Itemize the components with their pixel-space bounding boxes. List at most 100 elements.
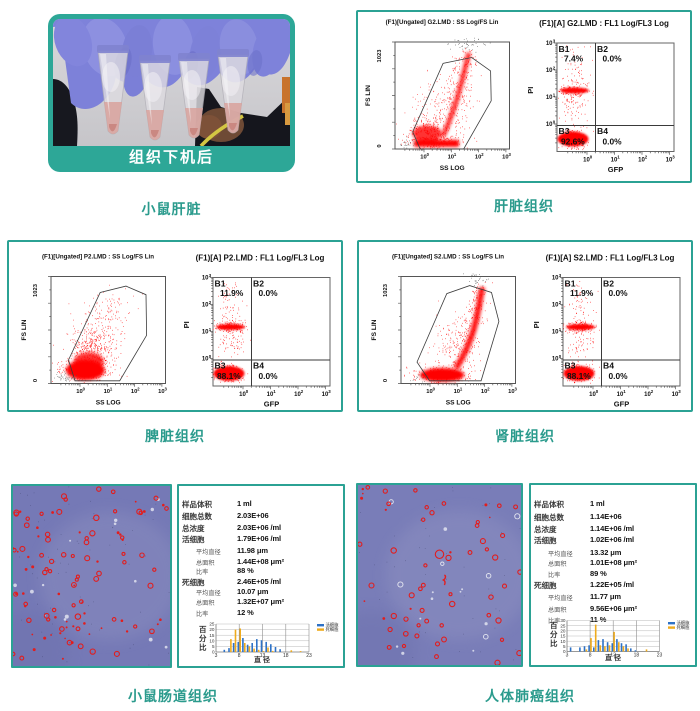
svg-text:死细胞: 死细胞 (326, 626, 340, 633)
svg-text:25: 25 (209, 622, 215, 627)
svg-text:11.9%: 11.9% (220, 288, 244, 298)
svg-text:0.0%: 0.0% (603, 137, 623, 147)
svg-text:3: 3 (209, 273, 212, 278)
svg-text:FS LIN: FS LIN (371, 319, 378, 340)
svg-text:B1: B1 (215, 279, 226, 289)
svg-text:B2: B2 (603, 279, 614, 289)
svg-text:3: 3 (165, 387, 168, 392)
svg-text:0: 0 (383, 379, 389, 382)
svg-text:1: 1 (454, 152, 457, 157)
svg-text:B3: B3 (565, 361, 576, 371)
svg-text:B2: B2 (253, 279, 264, 289)
svg-text:1: 1 (553, 92, 556, 97)
svg-text:比: 比 (550, 638, 558, 648)
svg-text:10: 10 (666, 158, 673, 164)
svg-text:1: 1 (460, 387, 463, 392)
svg-text:3: 3 (215, 653, 218, 659)
svg-text:10: 10 (131, 389, 137, 395)
svg-text:1: 1 (559, 327, 562, 332)
svg-text:10: 10 (322, 392, 329, 398)
svg-text:2: 2 (137, 387, 140, 392)
svg-text:2: 2 (481, 152, 484, 157)
svg-text:15: 15 (560, 634, 566, 639)
svg-text:10: 10 (560, 639, 566, 644)
svg-text:10: 10 (239, 392, 246, 398)
svg-text:10: 10 (583, 158, 590, 164)
svg-text:10: 10 (546, 68, 553, 74)
svg-text:2: 2 (487, 387, 490, 392)
svg-text:7.4%: 7.4% (564, 54, 584, 64)
svg-text:B3: B3 (215, 361, 226, 371)
svg-text:(F1)[Ungated] P2.LMD : SS Log/: (F1)[Ungated] P2.LMD : SS Log/FS Lin (42, 253, 154, 260)
svg-text:0: 0 (596, 389, 599, 394)
svg-text:PI: PI (532, 321, 541, 328)
svg-text:1023: 1023 (377, 49, 383, 63)
svg-text:百: 百 (199, 625, 207, 634)
svg-text:5: 5 (212, 644, 215, 649)
svg-text:3: 3 (678, 389, 681, 394)
svg-text:10: 10 (76, 389, 82, 395)
svg-text:直 径: 直 径 (254, 655, 270, 664)
svg-text:10: 10 (552, 330, 559, 336)
svg-text:B4: B4 (253, 361, 264, 371)
svg-text:比: 比 (199, 642, 207, 652)
svg-text:2: 2 (301, 389, 304, 394)
svg-text:分: 分 (550, 629, 558, 639)
svg-text:GFP: GFP (264, 400, 279, 409)
svg-text:1: 1 (623, 389, 626, 394)
svg-text:10: 10 (209, 638, 215, 643)
svg-text:10: 10 (611, 158, 618, 164)
svg-text:活细胞: 活细胞 (677, 620, 691, 627)
svg-text:18: 18 (283, 653, 289, 659)
svg-text:88.1%: 88.1% (567, 371, 591, 381)
svg-text:0: 0 (83, 387, 86, 392)
svg-text:(F1)[Ungated] G2.LMD : SS Log/: (F1)[Ungated] G2.LMD : SS Log/FS Lin (386, 19, 499, 26)
svg-text:5: 5 (563, 644, 566, 649)
svg-text:8: 8 (238, 653, 241, 659)
svg-text:23: 23 (657, 653, 663, 659)
svg-text:10: 10 (420, 155, 426, 161)
svg-text:25: 25 (560, 623, 566, 628)
svg-text:(F1)[A] G2.LMD : FL1 Log/FL3 L: (F1)[A] G2.LMD : FL1 Log/FL3 Log (539, 19, 669, 28)
svg-text:0: 0 (559, 354, 562, 359)
svg-text:0: 0 (433, 387, 436, 392)
svg-text:10: 10 (202, 330, 209, 336)
svg-text:10: 10 (158, 389, 164, 395)
svg-text:10: 10 (672, 392, 679, 398)
svg-text:(F1)[A] P2.LMD : FL1 Log/FL3 L: (F1)[A] P2.LMD : FL1 Log/FL3 Log (196, 254, 325, 263)
svg-text:10: 10 (475, 155, 481, 161)
svg-text:10: 10 (502, 155, 508, 161)
svg-text:10: 10 (454, 389, 460, 395)
svg-text:3: 3 (566, 653, 569, 659)
svg-text:活细胞: 活细胞 (326, 622, 340, 629)
svg-text:FS LIN: FS LIN (365, 85, 372, 106)
svg-text:(F1)[A] S2.LMD : FL1 Log/FL3 L: (F1)[A] S2.LMD : FL1 Log/FL3 Log (546, 254, 675, 263)
svg-text:3: 3 (509, 152, 512, 157)
svg-text:23: 23 (306, 653, 312, 659)
svg-text:B2: B2 (597, 44, 608, 54)
svg-text:10: 10 (617, 392, 624, 398)
svg-text:B1: B1 (559, 44, 570, 54)
svg-text:0: 0 (33, 379, 39, 382)
svg-text:10: 10 (546, 41, 553, 47)
svg-text:88.1%: 88.1% (217, 371, 241, 381)
svg-text:10: 10 (552, 276, 559, 282)
svg-text:百: 百 (550, 621, 558, 630)
svg-text:10: 10 (589, 392, 596, 398)
svg-text:13: 13 (260, 653, 266, 659)
svg-text:B3: B3 (559, 126, 570, 136)
svg-text:10: 10 (426, 389, 432, 395)
svg-text:10: 10 (638, 158, 645, 164)
svg-text:0: 0 (590, 155, 593, 160)
svg-text:10: 10 (508, 389, 514, 395)
svg-text:0: 0 (209, 354, 212, 359)
svg-text:1023: 1023 (383, 283, 389, 297)
svg-text:11.9%: 11.9% (570, 288, 594, 298)
svg-text:10: 10 (104, 389, 110, 395)
svg-text:0: 0 (246, 389, 249, 394)
svg-text:0: 0 (427, 152, 430, 157)
svg-text:18: 18 (634, 653, 640, 659)
svg-text:10: 10 (202, 276, 209, 282)
svg-text:10: 10 (546, 122, 553, 128)
svg-text:B4: B4 (603, 361, 614, 371)
